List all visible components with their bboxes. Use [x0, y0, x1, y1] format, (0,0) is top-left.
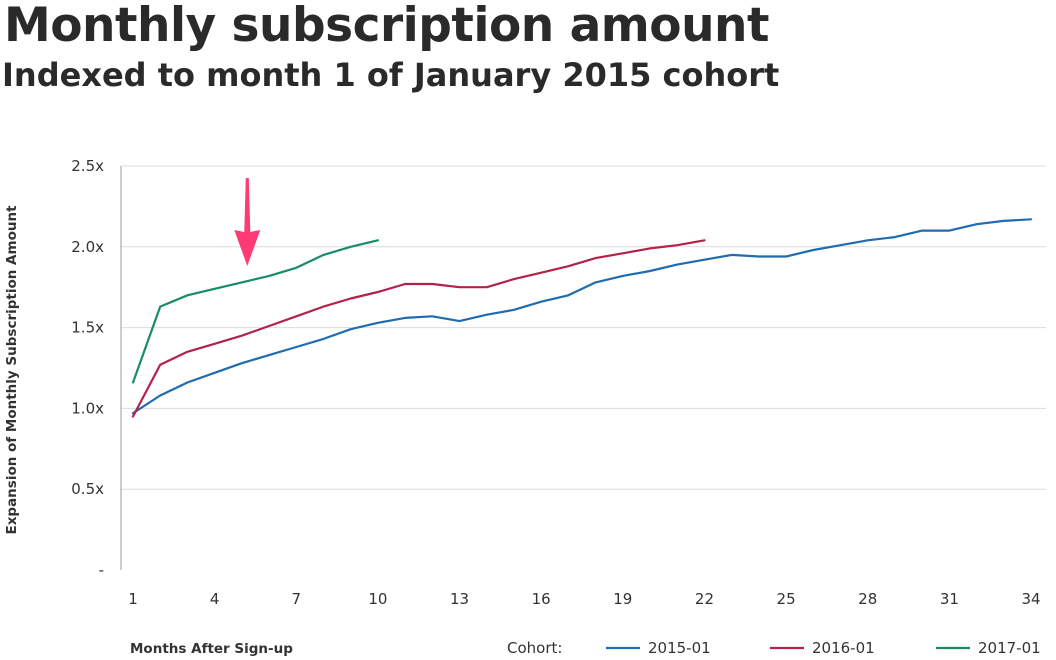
x-tick-label: 25: [777, 590, 796, 608]
chart-title: Monthly subscription amount: [4, 0, 769, 53]
x-tick-label: 7: [291, 590, 301, 608]
x-tick-label: 10: [368, 590, 387, 608]
x-tick-label: 22: [695, 590, 714, 608]
legend-label-2015-01: 2015-01: [648, 639, 711, 657]
y-tick-label: -: [99, 561, 104, 579]
x-tick-label: 28: [858, 590, 877, 608]
y-tick-label: 1.5x: [71, 319, 104, 337]
series-line-2016-01: [131, 239, 706, 418]
series-line-2017-01: [131, 239, 379, 384]
legend: Cohort: 2015-01 2016-01 2017-01: [507, 639, 1041, 657]
chart-subtitle: Indexed to month 1 of January 2015 cohor…: [2, 56, 780, 94]
legend-label-2017-01: 2017-01: [978, 639, 1041, 657]
legend-label-2016-01: 2016-01: [812, 639, 875, 657]
annotation: [234, 178, 261, 266]
x-tick-label: 19: [613, 590, 632, 608]
x-tick-labels: 1 4 7 10 13 16 19 22 25 28 31 34: [128, 590, 1040, 608]
y-tick-label: 1.0x: [71, 399, 104, 417]
annotation-arrow: [234, 178, 261, 266]
gridlines: [121, 165, 1046, 490]
y-tick-label: 2.5x: [71, 157, 104, 175]
x-tick-label: 31: [940, 590, 959, 608]
x-tick-label: 1: [128, 590, 138, 608]
series-lines: [131, 218, 1033, 418]
legend-title: Cohort:: [507, 639, 562, 657]
y-axis-title: Expansion of Monthly Subscription Amount: [4, 205, 20, 535]
x-tick-label: 4: [210, 590, 220, 608]
y-tick-label: 2.0x: [71, 238, 104, 256]
series-line-2015-01: [131, 218, 1033, 415]
x-tick-label: 13: [450, 590, 469, 608]
x-tick-label: 16: [532, 590, 551, 608]
y-tick-labels: - 0.5x 1.0x 1.5x 2.0x 2.5x: [71, 157, 104, 579]
y-tick-label: 0.5x: [71, 480, 104, 498]
x-tick-label: 34: [1021, 590, 1040, 608]
x-axis-title: Months After Sign-up: [130, 641, 293, 657]
